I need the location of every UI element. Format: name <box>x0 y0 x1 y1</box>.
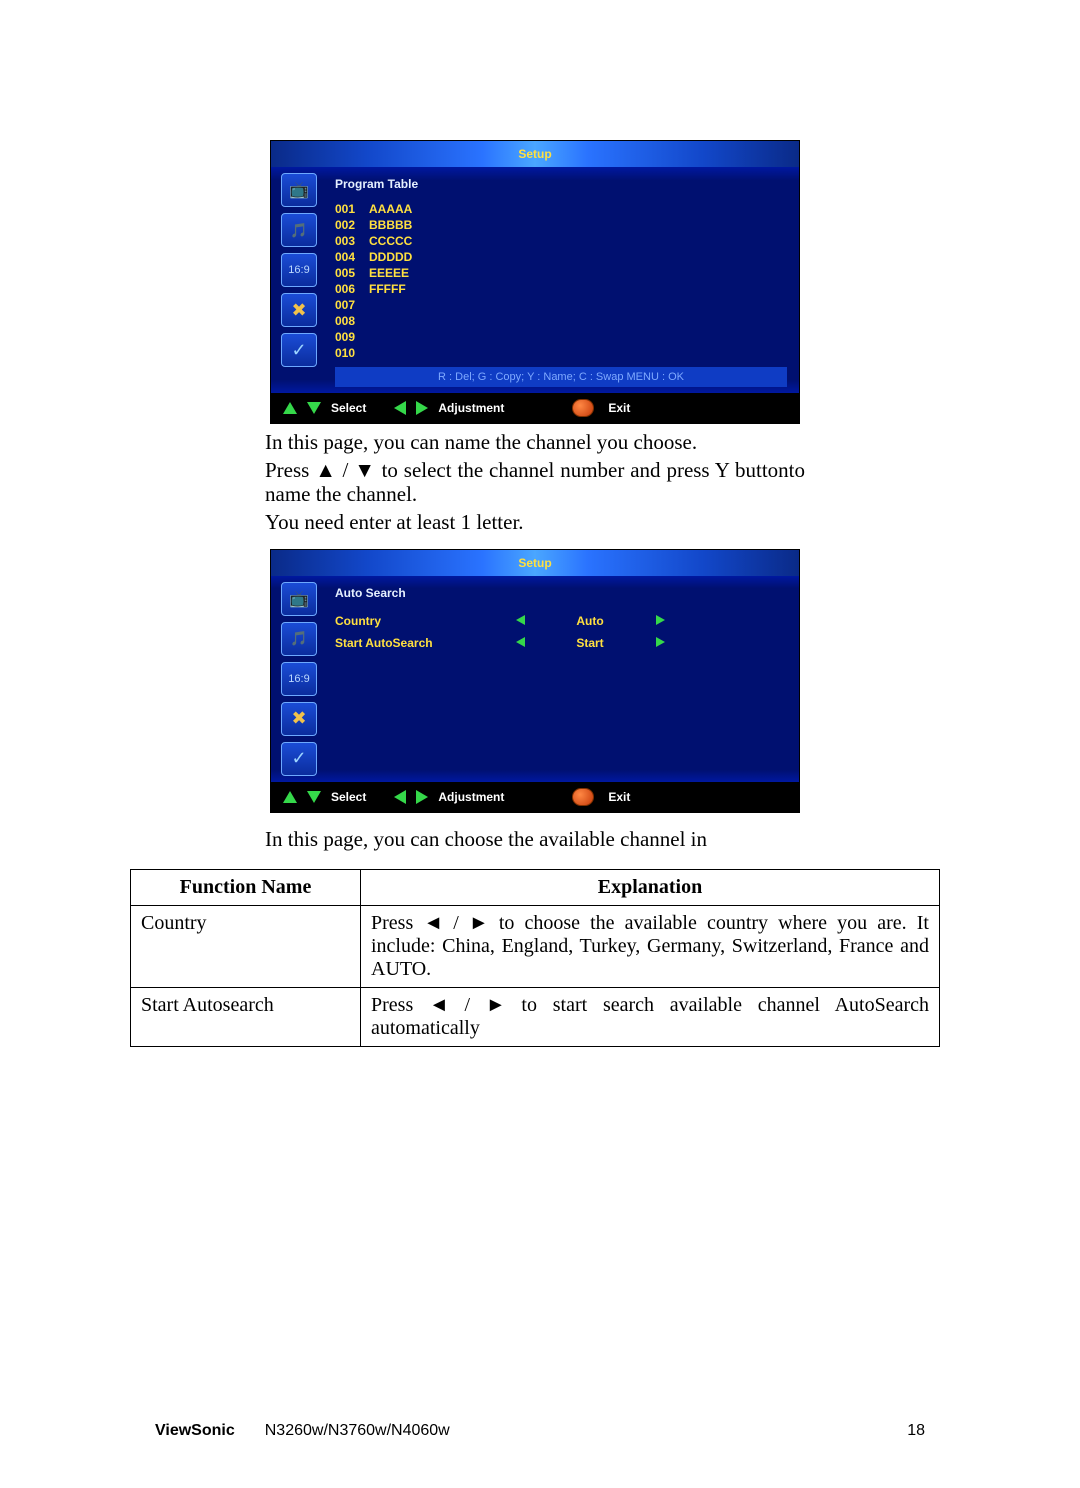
aspect-icon: 16:9 <box>281 253 317 287</box>
channel-name: EEEEE <box>369 266 409 280</box>
fn-exp-cell: Press ◄ / ► to choose the available coun… <box>361 905 940 987</box>
osd-body-2: 16:9 Auto Search CountryAutoStart AutoSe… <box>271 576 799 782</box>
page-content: Setup 16:9 Program Table 001AAAAA002BBBB… <box>130 140 940 1047</box>
table-header-row: Function Name Explanation <box>131 869 940 905</box>
channel-row[interactable]: 008 <box>335 313 787 329</box>
table-row: Country Press ◄ / ► to choose the availa… <box>131 905 940 987</box>
channel-number: 009 <box>335 329 369 345</box>
hint-strip: R : Del; G : Copy; Y : Name; C : Swap ME… <box>335 367 787 387</box>
tv-icon <box>281 582 317 616</box>
channel-row[interactable]: 004DDDDD <box>335 249 787 265</box>
channel-row[interactable]: 010 <box>335 345 787 361</box>
th-explanation: Explanation <box>361 869 940 905</box>
fn-name-cell: Country <box>131 905 361 987</box>
up-arrow-icon[interactable] <box>283 791 297 803</box>
channel-name: AAAAA <box>369 202 412 216</box>
channel-number: 008 <box>335 313 369 329</box>
left-arrow-icon[interactable] <box>505 610 535 632</box>
fn-exp-cell: Press ◄ / ► to start search available ch… <box>361 987 940 1046</box>
channel-list: 001AAAAA002BBBBB003CCCCC004DDDDD005EEEEE… <box>335 201 787 361</box>
right-arrow-icon[interactable] <box>416 401 428 415</box>
right-arrow-icon[interactable] <box>645 632 675 654</box>
channel-number: 002 <box>335 217 369 233</box>
channel-number: 004 <box>335 249 369 265</box>
channel-number: 005 <box>335 265 369 281</box>
osd-footer: Select Adjustment Exit <box>271 393 799 423</box>
down-arrow-icon[interactable] <box>307 402 321 414</box>
osd-sidebar-2: 16:9 <box>271 576 327 782</box>
fn-name-cell: Start Autosearch <box>131 987 361 1046</box>
left-arrow-icon[interactable] <box>394 790 406 804</box>
screenshot-auto-search: Setup 16:9 Auto Search CountryAutoStart … <box>270 549 800 813</box>
as-label: Start AutoSearch <box>335 632 505 654</box>
as-value: Start <box>535 632 645 654</box>
tools-icon <box>281 293 317 327</box>
as-value: Auto <box>535 610 645 632</box>
exit-label: Exit <box>608 401 630 415</box>
function-table: Function Name Explanation Country Press … <box>130 869 940 1047</box>
left-arrow-icon[interactable] <box>394 401 406 415</box>
footer-model: N3260w/N3760w/N4060w <box>265 1422 450 1440</box>
channel-name: CCCCC <box>369 234 412 248</box>
aspect-icon: 16:9 <box>281 662 317 696</box>
up-arrow-icon[interactable] <box>283 402 297 414</box>
right-arrow-icon[interactable] <box>416 790 428 804</box>
para-one-letter: You need enter at least 1 letter. <box>265 510 805 534</box>
left-arrow-icon[interactable] <box>505 632 535 654</box>
footer-page-number: 18 <box>907 1422 925 1440</box>
osd-title: Setup <box>271 141 799 167</box>
right-arrow-icon[interactable] <box>645 610 675 632</box>
down-arrow-icon[interactable] <box>307 791 321 803</box>
select-label: Select <box>331 401 366 415</box>
table-row: Start Autosearch Press ◄ / ► to start se… <box>131 987 940 1046</box>
exit-button[interactable] <box>572 788 594 806</box>
channel-row[interactable]: 007 <box>335 297 787 313</box>
autosearch-row[interactable]: Country Auto <box>335 610 787 632</box>
osd-main-2: Auto Search CountryAutoStart AutoSearchS… <box>327 576 799 782</box>
exit-button[interactable] <box>572 399 594 417</box>
para-choose-channel: In this page, you can choose the availab… <box>265 827 805 851</box>
channel-row[interactable]: 009 <box>335 329 787 345</box>
as-label: Country <box>335 610 505 632</box>
para-name-channel: In this page, you can name the channel y… <box>265 430 805 454</box>
channel-number: 003 <box>335 233 369 249</box>
para-press-select: Press ▲ / ▼ to select the channel number… <box>265 458 805 506</box>
th-function: Function Name <box>131 869 361 905</box>
channel-row[interactable]: 002BBBBB <box>335 217 787 233</box>
channel-row[interactable]: 001AAAAA <box>335 201 787 217</box>
channel-number: 001 <box>335 201 369 217</box>
autosearch-row[interactable]: Start AutoSearch Start <box>335 632 787 654</box>
osd-main: Program Table 001AAAAA002BBBBB003CCCCC00… <box>327 167 799 393</box>
check-icon <box>281 742 317 776</box>
page-footer: ViewSonic N3260w/N3760w/N4060w 18 <box>155 1422 945 1440</box>
channel-number: 007 <box>335 297 369 313</box>
channel-row[interactable]: 006FFFFF <box>335 281 787 297</box>
footer-brand: ViewSonic <box>155 1422 235 1440</box>
audio-icon <box>281 213 317 247</box>
osd-sidebar: 16:9 <box>271 167 327 393</box>
channel-row[interactable]: 003CCCCC <box>335 233 787 249</box>
check-icon <box>281 333 317 367</box>
channel-name: BBBBB <box>369 218 412 232</box>
program-table-heading: Program Table <box>335 177 787 191</box>
channel-number: 010 <box>335 345 369 361</box>
tools-icon <box>281 702 317 736</box>
tv-icon <box>281 173 317 207</box>
adjust-label: Adjustment <box>438 790 504 804</box>
autosearch-rows: Country Auto Start AutoSearch Start <box>335 610 787 654</box>
adjust-label: Adjustment <box>438 401 504 415</box>
osd-footer-2: Select Adjustment Exit <box>271 782 799 812</box>
channel-row[interactable]: 005EEEEE <box>335 265 787 281</box>
channel-name: FFFFF <box>369 282 406 296</box>
exit-label: Exit <box>608 790 630 804</box>
audio-icon <box>281 622 317 656</box>
screenshot-program-table: Setup 16:9 Program Table 001AAAAA002BBBB… <box>270 140 800 424</box>
select-label: Select <box>331 790 366 804</box>
autosearch-heading: Auto Search <box>335 586 787 600</box>
osd-title-2: Setup <box>271 550 799 576</box>
channel-name: DDDDD <box>369 250 412 264</box>
osd-body: 16:9 Program Table 001AAAAA002BBBBB003CC… <box>271 167 799 393</box>
channel-number: 006 <box>335 281 369 297</box>
